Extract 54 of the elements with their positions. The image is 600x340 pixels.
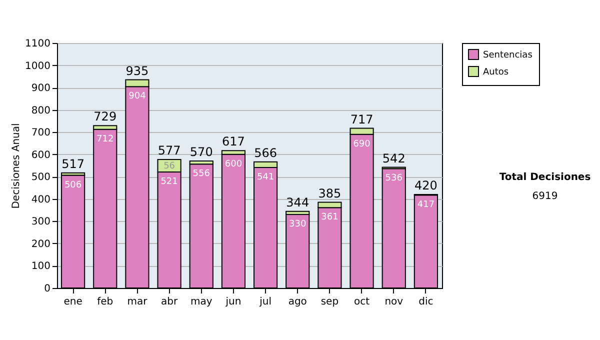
x-tick-label: mar — [127, 296, 148, 308]
total-label: 717 — [350, 112, 374, 126]
total-label: 344 — [286, 195, 310, 210]
total-label: 617 — [222, 134, 245, 149]
y-axis-title: Decisiones Anual — [11, 123, 22, 209]
data-label: 904 — [128, 92, 146, 102]
x-tick-label: may — [190, 296, 212, 308]
total-label: 570 — [190, 145, 213, 160]
total-label: 577 — [158, 143, 181, 158]
x-tick-label: ene — [64, 296, 82, 308]
x-tick-label: feb — [97, 296, 114, 308]
x-tick-label: dic — [418, 296, 434, 308]
legend-label: Autos — [483, 68, 509, 78]
data-label: 417 — [417, 200, 435, 210]
text: 6919 — [531, 191, 559, 202]
total-label: 566 — [254, 146, 277, 160]
total-label: 385 — [318, 186, 342, 200]
total-label: 935 — [126, 64, 149, 78]
data-label: 556 — [192, 169, 210, 180]
total-label: 542 — [382, 151, 406, 166]
x-tick-label: ago — [288, 296, 307, 308]
y-tick-label: 500 — [31, 172, 50, 184]
y-tick-label: 100 — [31, 261, 50, 272]
data-label: 536 — [385, 174, 403, 184]
y-tick-label: 800 — [31, 105, 50, 116]
y-tick-label: 700 — [31, 128, 50, 139]
x-tick-label: jun — [224, 296, 242, 308]
data-label: 600 — [224, 159, 242, 170]
y-tick-label: 1000 — [25, 60, 50, 72]
y-tick-label: 900 — [31, 83, 50, 94]
data-label: 712 — [96, 134, 114, 144]
x-tick-label: jul — [258, 296, 272, 308]
total-label: 420 — [414, 178, 438, 192]
data-label: 506 — [64, 180, 82, 190]
data-label: 690 — [353, 139, 371, 150]
y-tick-label: 0 — [44, 284, 50, 294]
text: Total Decisiones — [498, 172, 592, 183]
y-tick-label: 300 — [31, 216, 50, 228]
total-label: 729 — [94, 110, 117, 124]
data-label: 521 — [160, 176, 178, 187]
data-label: 330 — [289, 220, 306, 230]
y-tick-label: 200 — [31, 238, 50, 250]
x-tick-label: sep — [320, 296, 339, 308]
x-tick-label: abr — [160, 296, 178, 308]
legend-label: Sentencias — [483, 50, 533, 60]
y-tick-label: 600 — [31, 150, 50, 161]
x-tick-label: oct — [354, 296, 370, 308]
y-tick-label: 400 — [31, 194, 50, 206]
total-label: 517 — [62, 156, 84, 171]
data-label: 361 — [321, 212, 338, 223]
data-label: 56 — [164, 162, 176, 172]
x-tick-label: nov — [384, 296, 404, 308]
data-label: 541 — [256, 172, 274, 183]
y-tick-label: 1100 — [25, 38, 50, 50]
